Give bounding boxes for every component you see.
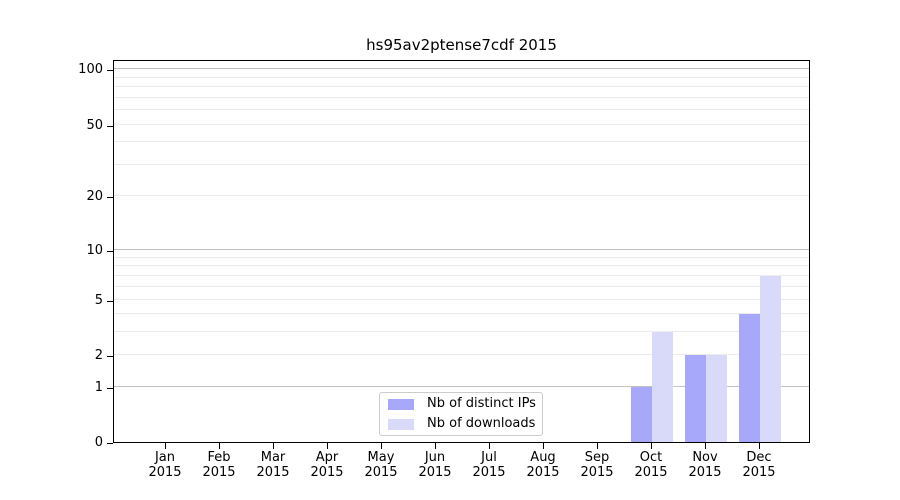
bar-downloads-oct (652, 332, 673, 442)
gridline-minor (114, 265, 809, 267)
y-tick-label: 2 (94, 347, 103, 363)
y-tick-label: 10 (86, 242, 103, 258)
gridline-major (114, 386, 809, 388)
gridline-major (114, 248, 809, 250)
x-tick-label: Apr 2015 (310, 450, 344, 480)
bar-downloads-nov (706, 354, 727, 442)
y-tick-label: 50 (86, 117, 103, 133)
gridline-minor (114, 109, 809, 111)
legend-label-distinct-ips: Nb of distinct IPs (427, 396, 536, 411)
x-tick-mark (597, 443, 598, 449)
x-tick-mark (705, 443, 706, 449)
bar-distinct-ips-dec (739, 314, 760, 442)
x-tick-mark (165, 443, 166, 449)
x-tick-label: Aug 2015 (526, 450, 560, 480)
x-tick-mark (489, 443, 490, 449)
legend-swatch-distinct-ips (388, 398, 414, 410)
legend: Nb of distinct IPs Nb of downloads (379, 392, 543, 436)
x-tick-mark (543, 443, 544, 449)
gridline-minor (114, 353, 809, 355)
bar-distinct-ips-oct (631, 387, 652, 442)
legend-swatch-downloads (388, 418, 414, 430)
x-tick-label: Dec 2015 (742, 450, 776, 480)
y-tick-mark (107, 69, 113, 71)
x-tick-label: Sep 2015 (580, 450, 614, 480)
legend-item-distinct-ips: Nb of distinct IPs (388, 396, 536, 411)
x-tick-mark (759, 443, 760, 449)
y-tick-label: 100 (78, 61, 103, 77)
x-tick-label: Nov 2015 (688, 450, 722, 480)
x-tick-label: Jun 2015 (418, 450, 452, 480)
gridline-minor (114, 85, 809, 87)
legend-label-downloads: Nb of downloads (427, 416, 536, 431)
x-tick-label: May 2015 (364, 450, 398, 480)
gridline-minor (114, 141, 809, 143)
gridline-minor (114, 194, 809, 196)
y-tick-mark (107, 355, 113, 357)
x-tick-mark (381, 443, 382, 449)
y-tick-mark (107, 300, 113, 302)
x-tick-mark (219, 443, 220, 449)
x-tick-label: Jan 2015 (148, 450, 182, 480)
x-tick-mark (273, 443, 274, 449)
gridline-minor (114, 96, 809, 98)
gridline-minor (114, 331, 809, 333)
y-tick-mark (107, 250, 113, 252)
x-tick-label: Feb 2015 (202, 450, 236, 480)
gridline-minor (114, 275, 809, 277)
y-tick-mark (107, 196, 113, 198)
y-tick-label: 20 (86, 188, 103, 204)
bar-downloads-dec (760, 276, 781, 442)
y-tick-mark (107, 388, 113, 389)
gridline-minor (114, 298, 809, 300)
gridline-minor (114, 163, 809, 165)
bar-distinct-ips-nov (685, 354, 706, 442)
x-tick-mark (327, 443, 328, 449)
y-tick-label: 1 (94, 380, 103, 395)
legend-item-downloads: Nb of downloads (388, 416, 536, 431)
x-tick-mark (435, 443, 436, 449)
plot-area: Nb of distinct IPs Nb of downloads (113, 60, 810, 443)
x-tick-label: Mar 2015 (256, 450, 290, 480)
x-tick-label: Jul 2015 (472, 450, 506, 480)
y-tick-mark (107, 443, 113, 444)
gridline-minor (114, 76, 809, 78)
gridline-minor (114, 313, 809, 315)
x-tick-mark (651, 443, 652, 449)
gridline-minor (114, 123, 809, 125)
y-tick-mark (107, 125, 113, 127)
y-tick-label: 0 (94, 435, 103, 450)
x-tick-label: Oct 2015 (634, 450, 668, 480)
chart-title: hs95av2ptense7cdf 2015 (366, 36, 557, 54)
gridline-major (114, 68, 809, 69)
gridline-minor (114, 286, 809, 288)
gridline-minor (114, 256, 809, 258)
y-tick-label: 5 (94, 292, 103, 308)
